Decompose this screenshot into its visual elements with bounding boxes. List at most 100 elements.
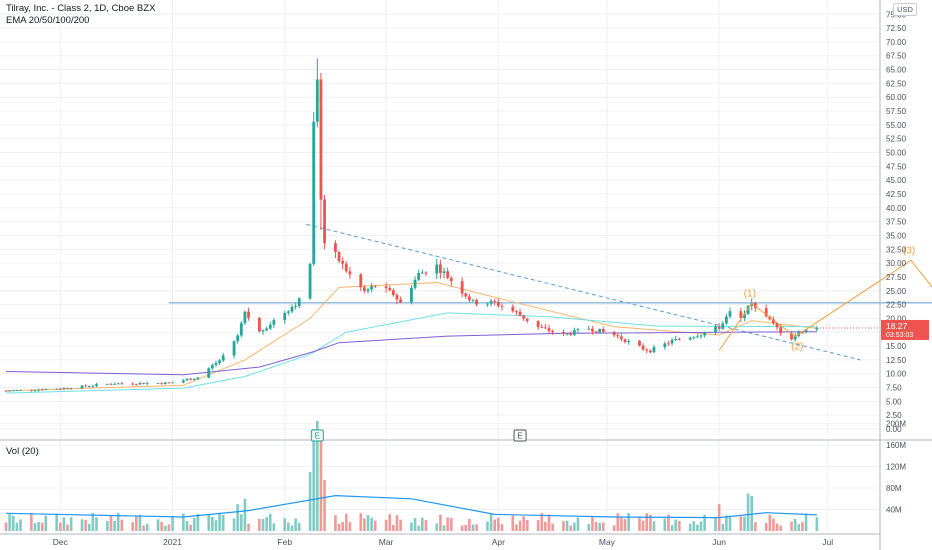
volume-bar [323,479,326,531]
volume-bar [287,522,290,531]
price-tick-label: 20.00 [886,314,907,323]
candle [40,388,44,391]
price-tick-label: 30.00 [886,259,907,268]
candle [297,297,301,309]
candle-body [87,386,91,388]
volume-bar [497,517,500,531]
candle-body [515,311,518,313]
candle-body [156,383,160,385]
candle [543,324,547,330]
wave-label[interactable]: (3) [903,245,915,256]
volume-bar [84,519,87,531]
candle-body [40,389,44,391]
elliott-wave-path[interactable] [718,227,932,351]
price-tick-label: 15.00 [886,342,907,351]
candle-body [189,379,193,380]
candle [8,389,12,392]
candle [638,339,641,347]
currency-label[interactable]: USD [893,3,917,16]
candle [207,367,211,379]
candle [312,112,316,267]
candle [489,298,493,307]
earnings-marker-box[interactable] [513,429,527,442]
volume-bar [410,522,413,531]
candle [699,334,703,339]
volume-bar [551,523,554,531]
candle [743,310,746,322]
candle [272,318,276,329]
candle [4,389,8,392]
candle-body [768,316,772,320]
candle-body [268,324,272,329]
candle-body [435,264,439,274]
volume-bar [612,525,616,531]
price-tick-label: 70.00 [886,38,907,47]
candle-body [167,382,171,384]
candle [348,266,352,279]
candle-body [587,328,591,330]
volume-bar [468,518,471,531]
candle [167,382,171,384]
volume-bar [417,525,420,531]
wave-label[interactable]: (1) [744,288,756,299]
candle-body [4,390,8,392]
candle-body [366,289,370,292]
price-tick-label: 27.50 [886,273,907,282]
volume-bar [464,524,468,531]
volume-bar [30,513,33,531]
volume-bar [804,513,808,531]
time-tick-label: 2021 [163,537,182,547]
volume-bar [236,504,239,531]
earnings-marker-label: E [315,432,320,441]
wave-label[interactable]: (2) [791,342,803,353]
candle [239,320,243,338]
price-tick-label: 37.50 [886,218,907,227]
volume-bar [163,525,167,531]
candle-body [337,251,341,262]
volume-bar [652,521,656,531]
candle [55,388,59,390]
volume-bar [258,518,261,531]
candle [156,382,160,385]
candle [775,322,779,331]
volume-bar [384,519,388,531]
chart-drawings[interactable] [168,223,932,361]
candle [181,379,185,384]
candle-body [344,263,348,272]
price-tick-label: 52.50 [886,135,907,144]
candle-body [218,360,221,364]
candle-body [210,364,214,369]
volume-bar [739,516,743,531]
candle-body [399,299,402,303]
candle-body [565,333,569,335]
candle [728,307,732,319]
volume-bar [370,517,373,531]
volume-bar [641,520,645,531]
volume-bar [308,471,312,531]
candle-body [793,336,797,340]
earnings-marker[interactable]: E [513,429,527,442]
volume-tick-label: 120M [886,463,906,472]
candle-body [348,271,352,275]
candle [334,240,337,258]
volume-bar [815,517,819,531]
volume-bar [171,515,174,531]
candle [525,317,529,324]
volume-bar [192,517,196,531]
earnings-marker[interactable]: E [310,429,324,442]
last-price-badge-bg[interactable] [881,319,929,340]
elliott-wave-drawing[interactable]: (1)(2)(3)(4)(5) [718,213,932,353]
candle-body [540,327,544,328]
volume-bar [221,514,225,531]
volume-bar [790,521,793,531]
candle [515,309,518,316]
candle [145,381,149,386]
indicator-legend[interactable]: EMA 20/50/100/200 [6,15,90,26]
candle [19,389,22,392]
earnings-marker-box[interactable] [310,429,324,442]
time-tick-label: Jun [712,537,726,547]
candle-body [547,328,551,332]
volume-legend[interactable]: Vol (20) [6,446,39,457]
